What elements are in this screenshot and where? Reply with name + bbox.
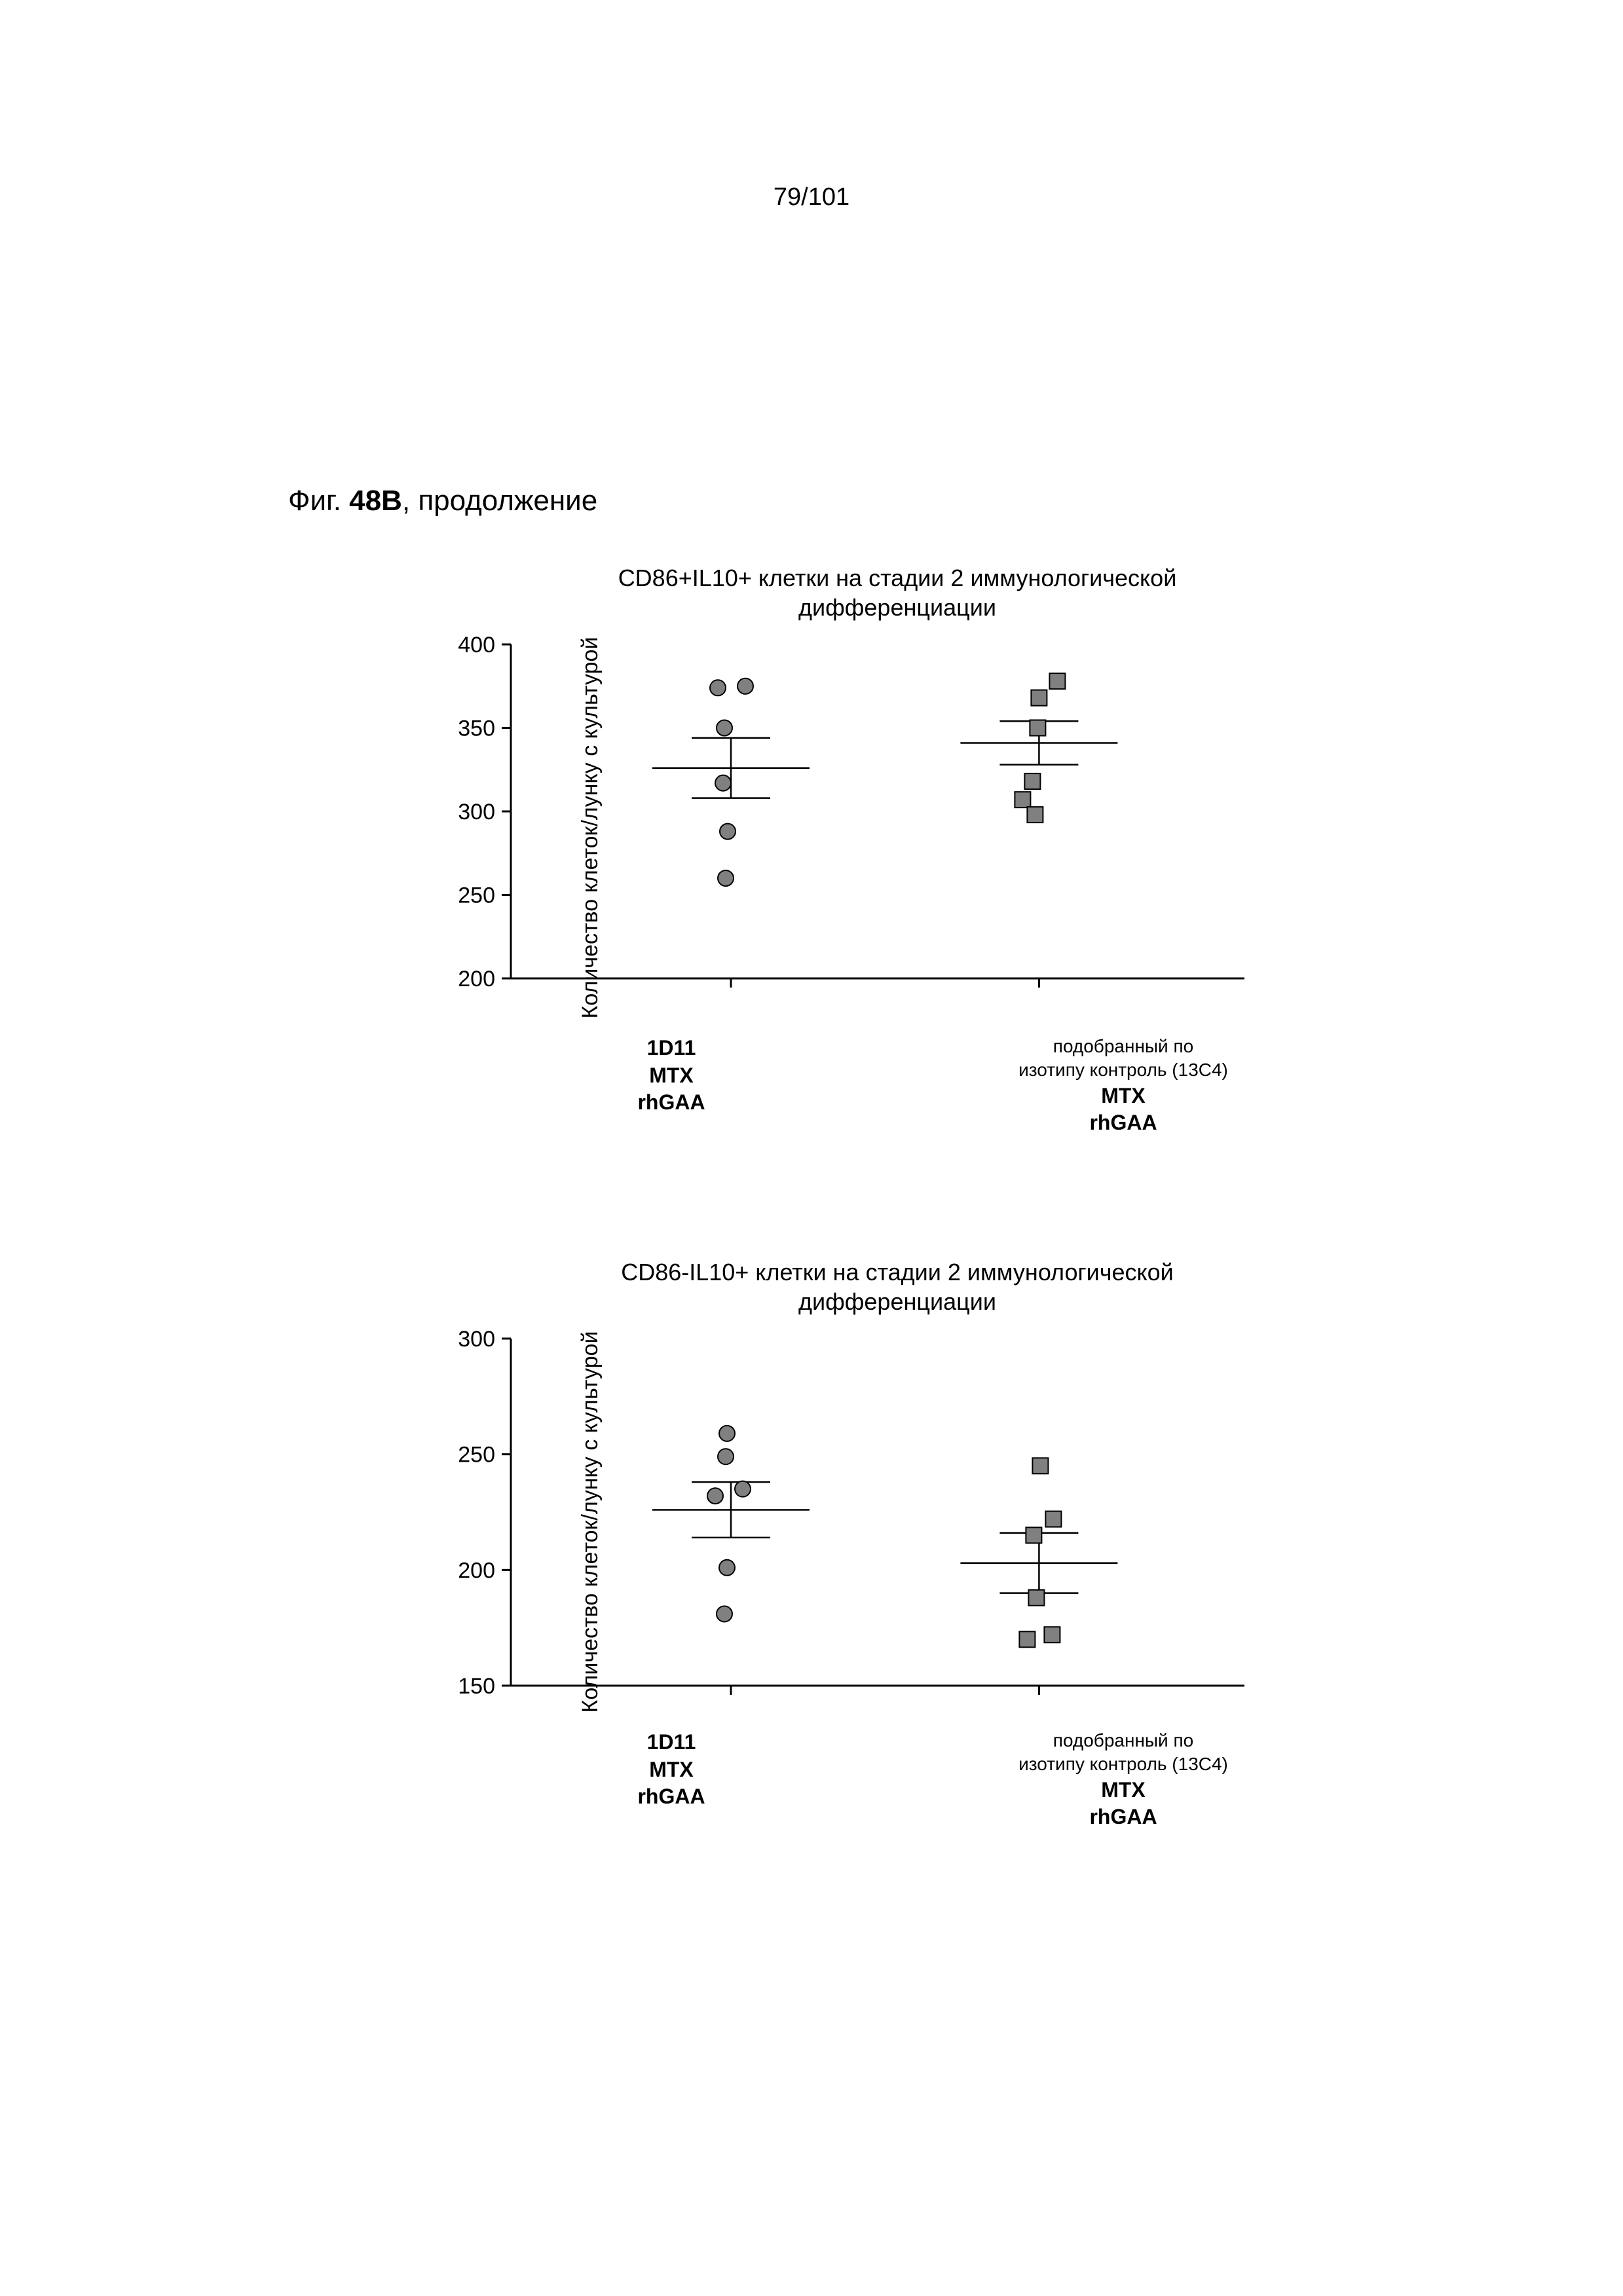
x-group-label: 1D11MTXrhGAA — [445, 1035, 897, 1137]
ytick-label: 400 — [458, 633, 495, 657]
chart-2-xlabels: 1D11MTXrhGAAподобранный поизотипу контро… — [445, 1729, 1349, 1831]
ytick-label: 300 — [458, 1327, 495, 1352]
chart-1-title-l1: CD86+IL10+ клетки на стадии 2 иммунологи… — [618, 565, 1177, 591]
chart-1-plot-wrap: Количество клеток/лунку с культурой 2002… — [445, 625, 1349, 1031]
chart-2-plot-wrap: Количество клеток/лунку с культурой 150 2… — [445, 1319, 1349, 1725]
chart-2-ylabel: Количество клеток/лунку с культурой — [578, 1331, 603, 1713]
chart-2-title-l1: CD86-IL10+ клетки на стадии 2 иммунологи… — [621, 1259, 1174, 1286]
ytick-label: 350 — [458, 716, 495, 741]
ytick-label: 300 — [458, 800, 495, 824]
x-group-label-line: MTX — [445, 1062, 897, 1090]
chart-1-ylabel: Количество клеток/лунку с культурой — [578, 637, 603, 1019]
page-number: 79/101 — [774, 183, 849, 212]
chart-2-svg: 150 200 250 300 — [445, 1319, 1271, 1699]
figure-caption: Фиг. 48B, продолжение — [288, 485, 597, 517]
x-group-label-line: MTX — [897, 1777, 1349, 1804]
x-group-label-line: подобранный по — [897, 1035, 1349, 1058]
chart-1-xlabels: 1D11MTXrhGAAподобранный поизотипу контро… — [445, 1035, 1349, 1137]
x-group-label-line: rhGAA — [897, 1804, 1349, 1831]
caption-prefix: Фиг. — [288, 485, 349, 517]
ytick-label: 250 — [458, 883, 495, 908]
x-group-label: подобранный поизотипу контроль (13C4)MTX… — [897, 1729, 1349, 1831]
chart-2: CD86-IL10+ клетки на стадии 2 иммунологи… — [367, 1257, 1349, 1831]
ytick-label: 200 — [458, 967, 495, 991]
x-group-label-line: rhGAA — [897, 1109, 1349, 1137]
chart-1-svg: 200 250 300 350 400 — [445, 625, 1271, 991]
x-group-label-line: подобранный по — [897, 1729, 1349, 1752]
x-group-label-line: 1D11 — [445, 1729, 897, 1756]
x-group-label-line: rhGAA — [445, 1783, 897, 1811]
chart-2-title: CD86-IL10+ клетки на стадии 2 иммунологи… — [367, 1257, 1349, 1316]
ytick-label: 150 — [458, 1674, 495, 1699]
caption-number: 48B — [349, 485, 402, 517]
x-group-label-line: MTX — [897, 1083, 1349, 1110]
chart-1: CD86+IL10+ клетки на стадии 2 иммунологи… — [367, 563, 1349, 1137]
x-group-label-line: rhGAA — [445, 1089, 897, 1117]
chart-1-title: CD86+IL10+ клетки на стадии 2 иммунологи… — [367, 563, 1349, 622]
x-group-label-line: 1D11 — [445, 1035, 897, 1062]
ytick-label: 200 — [458, 1558, 495, 1583]
caption-suffix: , продолжение — [402, 485, 597, 517]
ytick-label: 250 — [458, 1443, 495, 1468]
x-group-label: подобранный поизотипу контроль (13C4)MTX… — [897, 1035, 1349, 1137]
chart-1-title-l2: дифференциации — [798, 594, 996, 621]
x-group-label-line: изотипу контроль (13C4) — [897, 1752, 1349, 1776]
x-group-label-line: MTX — [445, 1756, 897, 1784]
x-group-label-line: изотипу контроль (13C4) — [897, 1058, 1349, 1082]
chart-2-title-l2: дифференциации — [798, 1288, 996, 1315]
x-group-label: 1D11MTXrhGAA — [445, 1729, 897, 1831]
